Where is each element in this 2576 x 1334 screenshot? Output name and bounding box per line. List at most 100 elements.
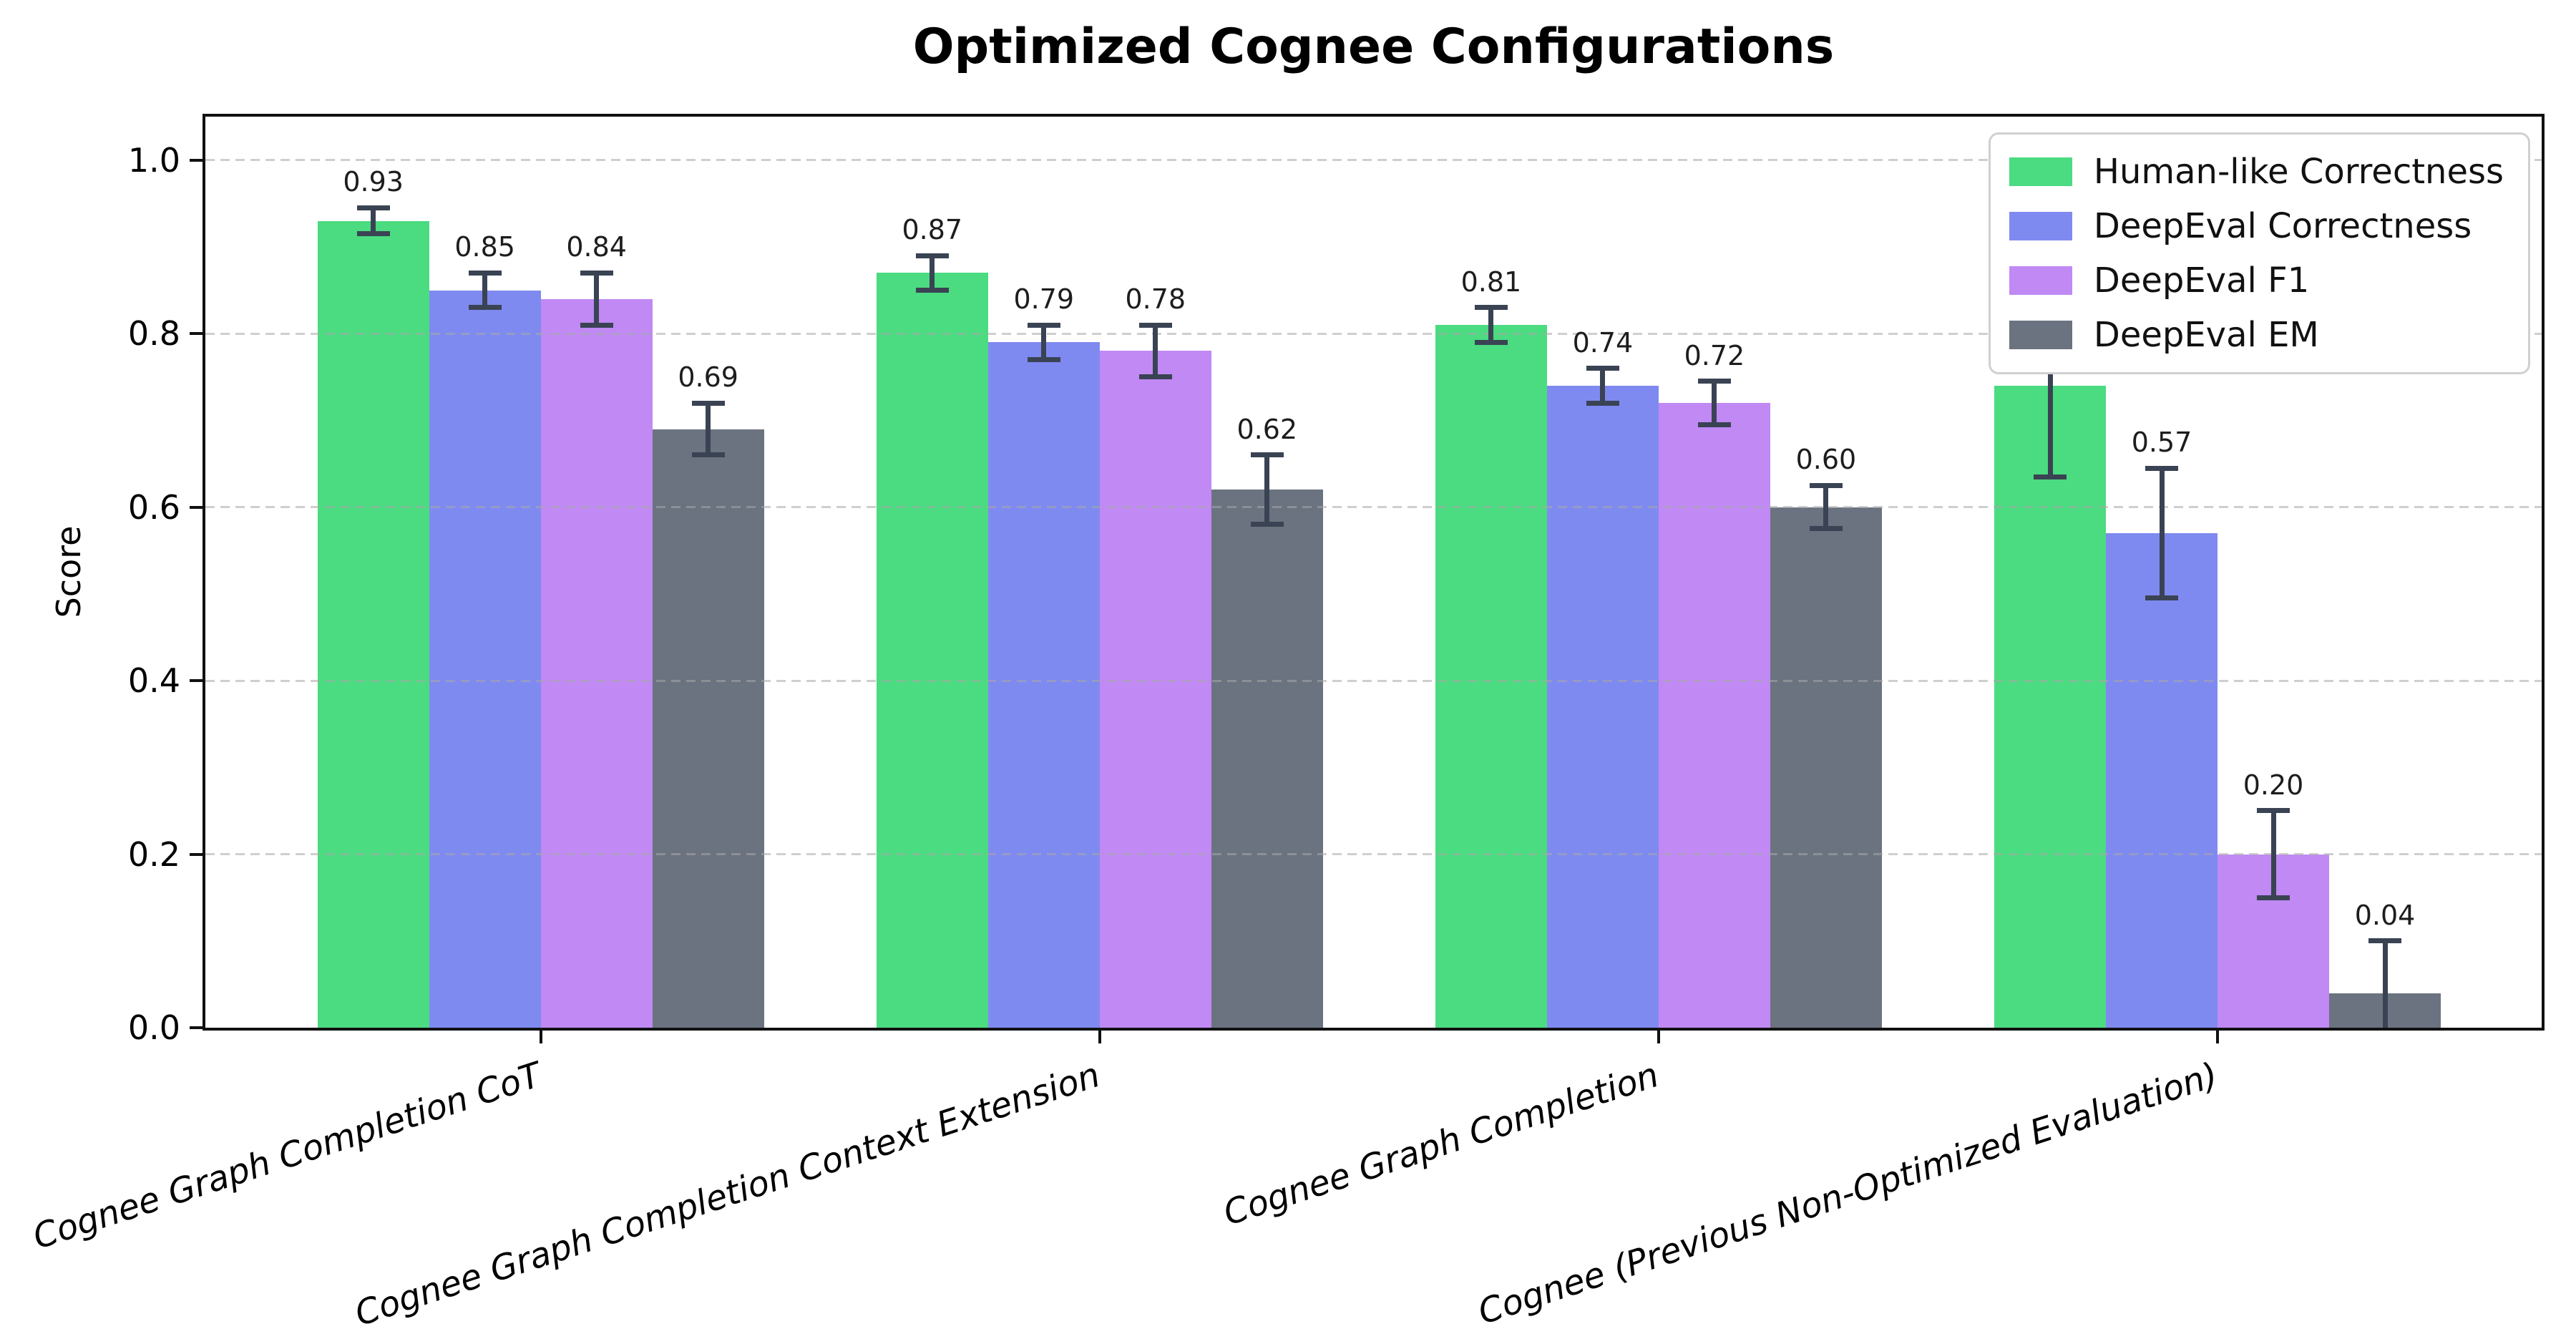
error-bar bbox=[706, 403, 711, 455]
bar-value-label: 0.69 bbox=[678, 361, 738, 394]
grid-line bbox=[205, 332, 2542, 335]
y-axis-tick bbox=[190, 505, 203, 509]
grid-line bbox=[205, 506, 2542, 509]
error-bar-cap-bottom bbox=[915, 288, 949, 293]
y-tick-label: 0.4 bbox=[127, 661, 180, 700]
figure: Optimized Cognee Configurations Score 0.… bbox=[28, 19, 2545, 1334]
y-axis-tick bbox=[190, 158, 203, 162]
x-axis-tick bbox=[1098, 1031, 1101, 1043]
error-bar-cap-top bbox=[691, 400, 725, 406]
y-tick-label: 0.8 bbox=[127, 314, 180, 354]
error-bar-cap-bottom bbox=[1697, 422, 1731, 427]
bar-value-label: 0.93 bbox=[343, 166, 404, 198]
error-bar-cap-top bbox=[1027, 322, 1060, 328]
bar-value-label: 0.78 bbox=[1125, 283, 1186, 315]
bar-value-label: 0.74 bbox=[1572, 326, 1634, 359]
y-tick-label: 1.0 bbox=[127, 140, 180, 180]
legend: Human-like Correctness DeepEval Correctne… bbox=[1988, 132, 2530, 374]
bar-value-label: 0.72 bbox=[1684, 339, 1745, 371]
error-bar-cap-bottom bbox=[1027, 357, 1060, 362]
bar bbox=[876, 273, 988, 1028]
error-bar-cap-bottom bbox=[468, 305, 502, 311]
error-bar bbox=[1264, 454, 1270, 525]
bar bbox=[317, 220, 429, 1028]
x-tick-label: Cognee Graph Completion CoT bbox=[28, 1055, 547, 1257]
error-bar-cap-top bbox=[1250, 452, 1284, 458]
grid-line bbox=[205, 159, 2542, 162]
bar bbox=[2106, 532, 2218, 1028]
error-bar bbox=[1712, 381, 1717, 425]
error-bar-cap-top bbox=[1474, 305, 1508, 311]
error-bar-cap-bottom bbox=[1809, 526, 1843, 532]
error-bar bbox=[2382, 940, 2388, 1028]
error-bar-cap-top bbox=[356, 205, 390, 210]
bar bbox=[1658, 403, 1770, 1028]
plot-area: 0.930.870.810.740.850.790.740.570.840.78… bbox=[203, 114, 2545, 1031]
y-axis-tick bbox=[190, 852, 203, 856]
error-bar-cap-bottom bbox=[1138, 374, 1172, 380]
error-bar-cap-top bbox=[1586, 366, 1619, 371]
error-bar-cap-top bbox=[2145, 465, 2178, 471]
x-axis-tick bbox=[2216, 1031, 2219, 1043]
bar bbox=[1770, 507, 1882, 1028]
error-bar-cap-top bbox=[1809, 482, 1843, 488]
legend-label: DeepEval Correctness bbox=[2093, 206, 2472, 246]
error-bar bbox=[482, 273, 488, 308]
error-bar bbox=[1153, 325, 1158, 377]
error-bar bbox=[1488, 307, 1494, 343]
error-bar bbox=[1823, 485, 1829, 529]
legend-label: DeepEval F1 bbox=[2093, 261, 2310, 301]
error-bar-cap-bottom bbox=[1586, 400, 1619, 406]
y-axis-tick bbox=[190, 1026, 203, 1029]
error-bar bbox=[2159, 468, 2165, 598]
error-bar-cap-top bbox=[580, 270, 613, 276]
error-bar bbox=[2047, 294, 2053, 477]
error-bar-cap-top bbox=[468, 270, 502, 276]
bar bbox=[540, 298, 653, 1028]
y-axis-label: Score bbox=[49, 525, 88, 618]
error-bar-cap-bottom bbox=[2257, 895, 2290, 900]
bar-value-label: 0.04 bbox=[2354, 899, 2416, 931]
error-bar bbox=[2270, 810, 2276, 898]
error-bar bbox=[371, 208, 376, 234]
legend-item: DeepEval EM bbox=[2009, 315, 2504, 355]
grid-line bbox=[205, 853, 2542, 855]
y-tick-label: 0.6 bbox=[127, 487, 180, 527]
legend-item: DeepEval F1 bbox=[2009, 261, 2504, 301]
bar bbox=[652, 429, 764, 1028]
bar-value-label: 0.62 bbox=[1236, 413, 1298, 445]
legend-label: Human-like Correctness bbox=[2093, 152, 2504, 192]
error-bar-cap-bottom bbox=[1250, 522, 1284, 527]
bar-value-label: 0.85 bbox=[454, 231, 515, 263]
legend-swatch bbox=[2009, 321, 2072, 349]
bar bbox=[1546, 385, 1659, 1028]
y-tick-label: 0.2 bbox=[127, 834, 180, 874]
bar bbox=[987, 342, 1100, 1028]
error-bar bbox=[1600, 368, 1606, 404]
error-bar-cap-top bbox=[1138, 322, 1172, 328]
error-bar bbox=[1041, 325, 1047, 360]
legend-item: DeepEval Correctness bbox=[2009, 206, 2504, 246]
grid-line bbox=[205, 679, 2542, 682]
bar-value-label: 0.60 bbox=[1795, 444, 1857, 476]
bar-value-label: 0.87 bbox=[902, 214, 963, 245]
x-axis-tick bbox=[539, 1031, 542, 1043]
y-axis-tick bbox=[190, 679, 203, 682]
bar bbox=[1099, 351, 1211, 1028]
legend-swatch bbox=[2009, 266, 2072, 295]
bar-value-label: 0.20 bbox=[2243, 769, 2304, 801]
error-bar-cap-bottom bbox=[356, 231, 390, 237]
bar bbox=[1211, 490, 1323, 1028]
bar bbox=[1994, 385, 2106, 1028]
error-bar-cap-bottom bbox=[2034, 474, 2067, 479]
chart-title: Optimized Cognee Configurations bbox=[912, 19, 1835, 75]
x-tick-label: Cognee Graph Completion bbox=[1219, 1055, 1664, 1234]
legend-label: DeepEval EM bbox=[2093, 315, 2319, 355]
error-bar bbox=[930, 255, 935, 291]
error-bar-cap-bottom bbox=[691, 452, 725, 458]
legend-item: Human-like Correctness bbox=[2009, 152, 2504, 192]
bar-value-label: 0.81 bbox=[1460, 266, 1522, 298]
error-bar-cap-bottom bbox=[2145, 595, 2178, 601]
error-bar-cap-top bbox=[915, 253, 949, 258]
y-tick-label: 0.0 bbox=[127, 1008, 180, 1047]
